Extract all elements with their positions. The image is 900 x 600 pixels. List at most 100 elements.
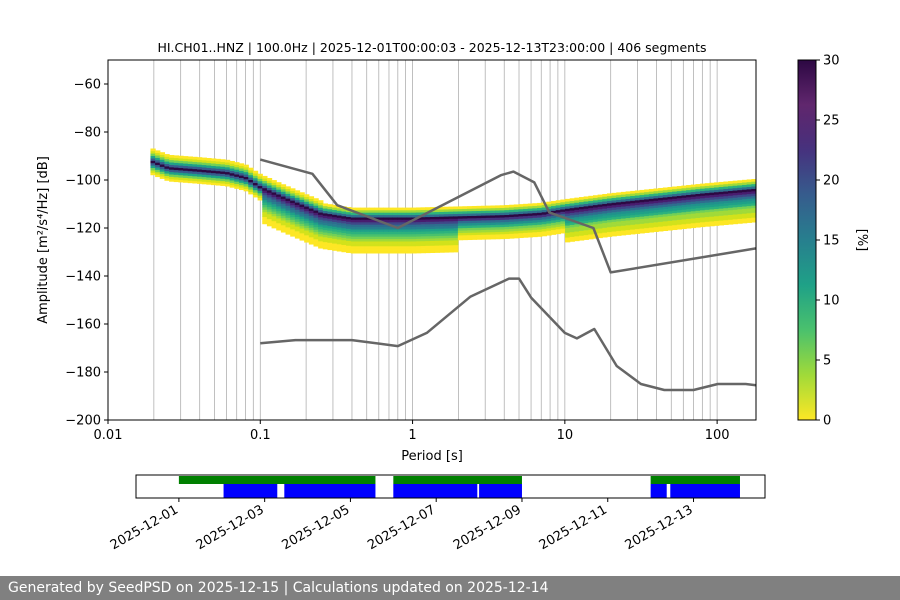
psd-cell [737,192,743,195]
psd-cell [606,226,613,230]
psd-cell [723,188,729,192]
psd-cell [411,248,417,252]
psd-cell [425,214,431,218]
psd-cell [546,232,552,236]
psd-cell [690,218,697,221]
psd-cell [434,233,440,237]
psd-cell [742,191,748,195]
psd-cell [252,187,259,191]
psd-cell [583,213,589,216]
psd-cell [192,156,198,160]
psd-cell [257,180,263,184]
psd-cell [308,198,315,202]
psd-cell [448,242,454,246]
psd-cell [425,248,431,251]
psd-cell [537,231,543,235]
psd-cell [443,230,450,234]
psd-cell [690,201,697,205]
psd-cell [662,206,669,210]
psd-cell [690,206,697,209]
psd-cell [341,249,347,253]
psd-cell [732,211,738,215]
psd-cell [588,222,594,225]
psd-cell [737,206,743,210]
psd-cell [336,227,343,230]
psd-cell [634,224,641,227]
psd-cell [257,183,263,187]
psd-cell [443,206,450,210]
psd-cell [490,236,496,240]
psd-cell [597,206,603,210]
psd-cell [686,221,692,224]
psd-cell [742,179,748,183]
psd-cell [672,205,678,209]
psd-cell [523,235,529,238]
psd-cell [672,188,678,192]
psd-cell [509,207,515,210]
psd-cell [434,211,440,215]
psd-cell [714,189,720,193]
psd-cell [634,226,641,230]
psd-cell [602,234,608,238]
psd-cell [648,212,655,216]
psd-cell [467,220,473,224]
psd-cell [583,203,589,207]
psd-cell [723,212,729,216]
psd-cell [285,227,291,230]
psd-cell [169,167,175,170]
psd-cell [537,229,543,233]
psd-cell [420,231,426,235]
psd-cell [383,250,389,254]
psd-cell [322,246,329,250]
psd-cell [644,215,650,219]
psd-cell [485,208,492,211]
high-noise-model-line [259,158,756,274]
psd-cell [588,198,594,201]
psd-cell [630,219,636,223]
psd-cell [425,240,431,244]
psd-cell [313,241,319,245]
psd-cell [648,188,655,192]
availability-tick-label: 2025-12-09 [451,502,524,553]
psd-cell [378,217,384,220]
psd-cell [714,215,720,219]
psd-cell [429,223,436,227]
psd-cell [220,183,226,186]
psd-cell [313,200,319,204]
psd-cell [653,207,659,211]
psd-cell [481,210,487,214]
psd-cell [243,169,249,173]
psd-cell [537,207,543,211]
psd-cell [583,201,589,204]
psd-cell [639,218,645,222]
psd-cell [392,214,398,218]
psd-cell [252,192,259,196]
psd-cell [415,231,422,235]
psd-cell [308,222,315,226]
psd-cell [686,209,692,212]
psd-cell [737,180,743,183]
psd-cell [285,205,291,209]
psd-cell [644,211,650,214]
psd-cell [415,248,422,251]
data-coverage-bar [479,484,522,498]
psd-cell [676,198,683,201]
psd-cell [327,220,333,224]
psd-cell [318,207,324,211]
psd-cell [723,219,729,223]
psd-cell [206,179,212,183]
psd-cell [308,201,315,204]
psd-cell [723,181,729,185]
psd-cell [686,204,692,207]
psd-cell [634,190,641,194]
psd-cell [583,206,589,209]
psd-cell [481,220,487,223]
psd-cell [569,203,575,206]
psd-cell [318,238,324,242]
psd-cell [742,184,748,188]
psd-cell [565,198,571,202]
psd-cell [271,208,277,212]
psd-cell [476,225,482,228]
psd-cell [369,210,375,213]
psd-cell [224,181,231,185]
